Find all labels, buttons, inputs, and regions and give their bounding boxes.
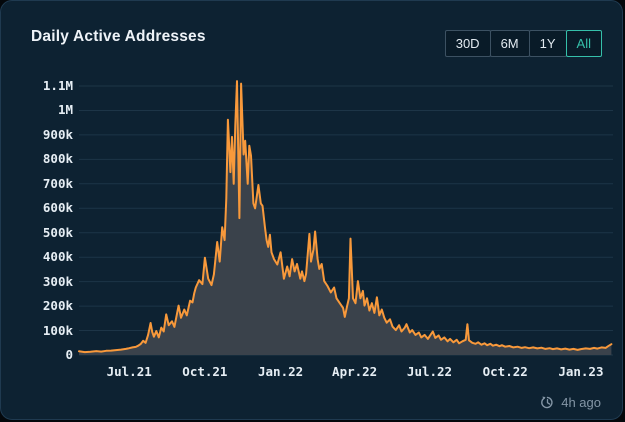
time-range-selector: 30D 6M 1Y All — [444, 30, 602, 57]
last-updated-label: 4h ago — [561, 395, 601, 410]
chart-title: Daily Active Addresses — [31, 28, 206, 45]
time-range-1y-button[interactable]: 1Y — [528, 30, 567, 57]
clock-history-icon — [541, 396, 553, 409]
gridlines — [79, 85, 613, 356]
time-range-all-button[interactable]: All — [565, 30, 602, 57]
area-fill — [79, 81, 612, 355]
series-line — [78, 80, 613, 354]
chart-header: Daily Active Addresses 30D 6M 1Y All — [1, 1, 622, 63]
last-updated: 4h ago — [540, 395, 601, 410]
